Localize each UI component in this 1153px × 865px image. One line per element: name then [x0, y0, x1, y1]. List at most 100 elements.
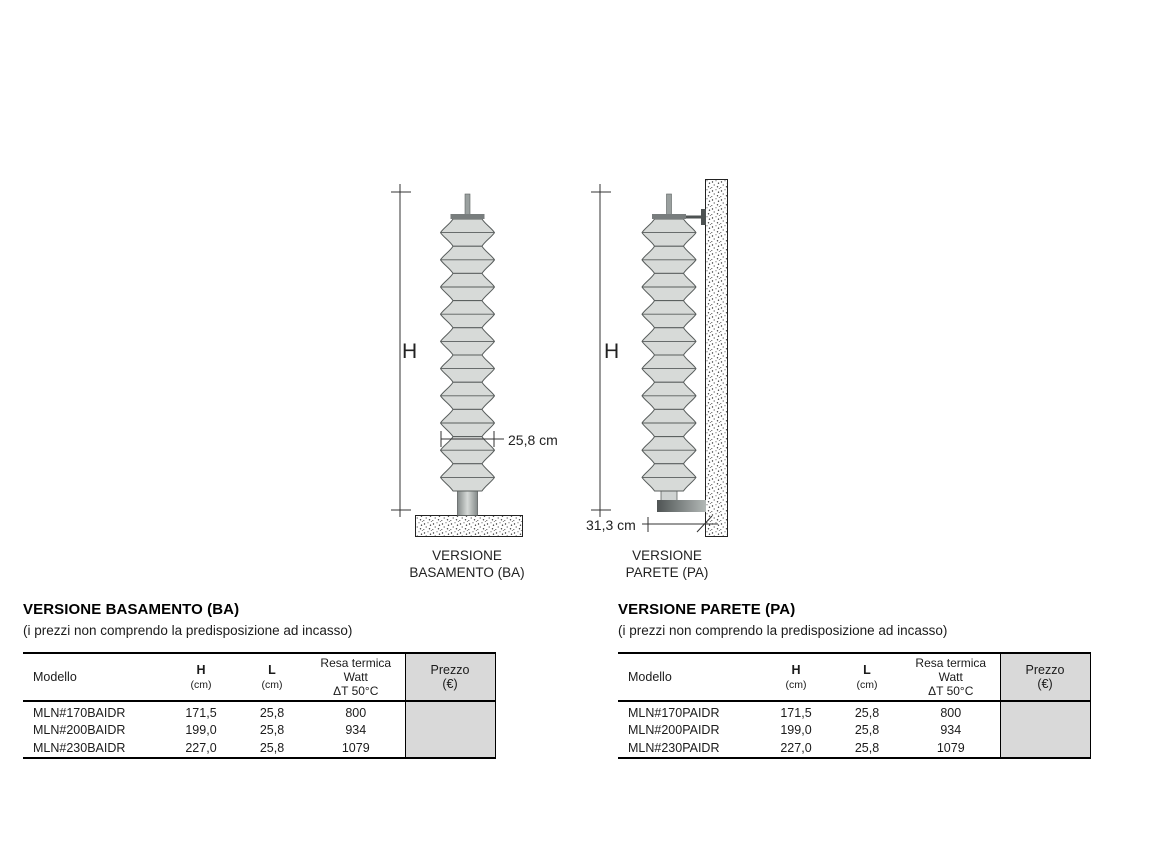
col-header-prezzo-unit: (€): [442, 677, 458, 691]
col-header-h: H (cm): [165, 653, 237, 701]
cell-prezzo: [404, 739, 496, 758]
table-row: MLN#170BAIDR 171,5 25,8 800: [23, 701, 496, 720]
wall-bracket-bottom: [657, 500, 706, 512]
cell-prezzo: [404, 701, 496, 720]
cell-l: 25,8: [259, 722, 285, 737]
radiator-technical-drawings: [391, 179, 728, 537]
width-dimension-line: [440, 431, 504, 447]
cell-l: 25,8: [854, 722, 880, 737]
col-header-h-letter: H: [791, 662, 801, 677]
cell-h: 199,0: [185, 722, 217, 737]
caption-parete: VERSIONE PARETE (PA): [582, 547, 752, 581]
cell-h: 227,0: [780, 741, 812, 755]
parete-drawing: [591, 179, 728, 537]
cell-h: 199,0: [780, 722, 812, 737]
cell-modello: MLN#200BAIDR: [33, 722, 126, 737]
cell-watt: 934: [345, 722, 367, 737]
cell-l: 25,8: [854, 741, 880, 755]
col-header-modello: Modello: [33, 670, 77, 684]
caption-parete-line1: VERSIONE: [632, 548, 702, 563]
parete-table-subtitle: (i prezzi non comprendo la predisposizio…: [618, 623, 948, 638]
cell-modello: MLN#170PAIDR: [628, 705, 720, 720]
table-row: MLN#200PAIDR 199,0 25,8 934: [618, 720, 1091, 739]
col-header-resa-line3: ΔT 50°C: [333, 684, 379, 698]
col-header-l-unit: (cm): [856, 678, 878, 691]
col-header-resa: Resa termica Watt ΔT 50°C: [902, 653, 1000, 701]
depth-dimension-label: 31,3 cm: [586, 517, 636, 533]
cell-h: 227,0: [185, 741, 217, 755]
col-header-resa-line2: Watt: [938, 670, 963, 684]
h-dimension-line-basamento: [391, 184, 411, 517]
base-neck-parete: [660, 490, 678, 502]
cell-l: 25,8: [854, 705, 880, 720]
caption-basamento-line1: VERSIONE: [432, 548, 502, 563]
h-dimension-line-parete: [591, 184, 611, 517]
radiator-column-parete: [642, 194, 696, 491]
col-header-resa-line3: ΔT 50°C: [928, 684, 974, 698]
floor-slab: [415, 515, 523, 537]
col-header-h-letter: H: [196, 662, 206, 677]
width-dimension-label: 25,8 cm: [508, 432, 558, 448]
cell-l: 25,8: [259, 705, 285, 720]
table-row: MLN#230PAIDR 227,0 25,8 1079: [618, 739, 1091, 758]
cell-h: 171,5: [780, 705, 812, 720]
cell-l: 25,8: [259, 741, 285, 755]
h-label-parete: H: [604, 340, 620, 363]
col-header-prezzo: Prezzo (€): [404, 653, 496, 701]
col-header-l-letter: L: [268, 662, 276, 677]
table-row: MLN#170PAIDR 171,5 25,8 800: [618, 701, 1091, 720]
col-header-h: H (cm): [760, 653, 832, 701]
table-header-row: Modello H (cm) L (cm) Resa termica Watt …: [618, 653, 1091, 701]
table-row: MLN#200BAIDR 199,0 25,8 934: [23, 720, 496, 739]
basamento-table-title: VERSIONE BASAMENTO (BA): [23, 601, 240, 618]
col-header-l: L (cm): [832, 653, 902, 701]
basamento-spec-table: Modello H (cm) L (cm) Resa termica Watt …: [23, 652, 496, 759]
cell-watt: 1079: [936, 741, 965, 755]
caption-basamento: VERSIONE BASAMENTO (BA): [382, 547, 552, 581]
caption-basamento-line2: BASAMENTO (BA): [409, 565, 525, 580]
h-label-basamento: H: [402, 340, 418, 363]
col-header-resa: Resa termica Watt ΔT 50°C: [307, 653, 405, 701]
col-header-h-unit: (cm): [785, 678, 807, 691]
cell-modello: MLN#230PAIDR: [628, 741, 720, 755]
col-header-resa-line1: Resa termica: [320, 656, 392, 670]
col-header-prezzo-unit: (€): [1037, 677, 1053, 691]
col-header-h-unit: (cm): [190, 678, 212, 691]
col-header-prezzo-label: Prezzo: [1025, 663, 1065, 677]
table-row: MLN#230BAIDR 227,0 25,8 1079: [23, 739, 496, 758]
cell-watt: 800: [345, 705, 367, 720]
col-header-resa-line2: Watt: [343, 670, 368, 684]
basamento-table-subtitle: (i prezzi non comprendo la predisposizio…: [23, 623, 353, 638]
caption-parete-line2: PARETE (PA): [625, 565, 709, 580]
parete-table-block: VERSIONE PARETE (PA) (i prezzi non compr…: [618, 601, 1092, 759]
depth-dimension-line: [642, 515, 718, 533]
radiator-column-basamento: [441, 194, 495, 491]
cell-modello: MLN#170BAIDR: [33, 705, 126, 720]
wall-section: [705, 179, 728, 537]
cell-modello: MLN#230BAIDR: [33, 741, 126, 755]
cell-modello: MLN#200PAIDR: [628, 722, 720, 737]
cell-prezzo: [999, 720, 1091, 739]
cell-watt: 1079: [341, 741, 370, 755]
cell-watt: 800: [940, 705, 962, 720]
cell-h: 171,5: [185, 705, 217, 720]
cell-prezzo: [999, 701, 1091, 720]
basamento-drawing: [391, 184, 523, 537]
cell-prezzo: [999, 739, 1091, 758]
cell-prezzo: [404, 720, 496, 739]
col-header-modello: Modello: [628, 670, 672, 684]
col-header-l-unit: (cm): [261, 678, 283, 691]
table-header-row: Modello H (cm) L (cm) Resa termica Watt …: [23, 653, 496, 701]
col-header-l: L (cm): [237, 653, 307, 701]
col-header-prezzo: Prezzo (€): [999, 653, 1091, 701]
cell-watt: 934: [940, 722, 962, 737]
parete-table-title: VERSIONE PARETE (PA): [618, 601, 796, 618]
wall-bracket-top: [683, 209, 706, 225]
base-neck: [457, 490, 478, 516]
parete-spec-table: Modello H (cm) L (cm) Resa termica Watt …: [618, 652, 1091, 759]
col-header-resa-line1: Resa termica: [915, 656, 987, 670]
col-header-prezzo-label: Prezzo: [430, 663, 470, 677]
basamento-table-block: VERSIONE BASAMENTO (BA) (i prezzi non co…: [23, 601, 497, 759]
col-header-l-letter: L: [863, 662, 871, 677]
